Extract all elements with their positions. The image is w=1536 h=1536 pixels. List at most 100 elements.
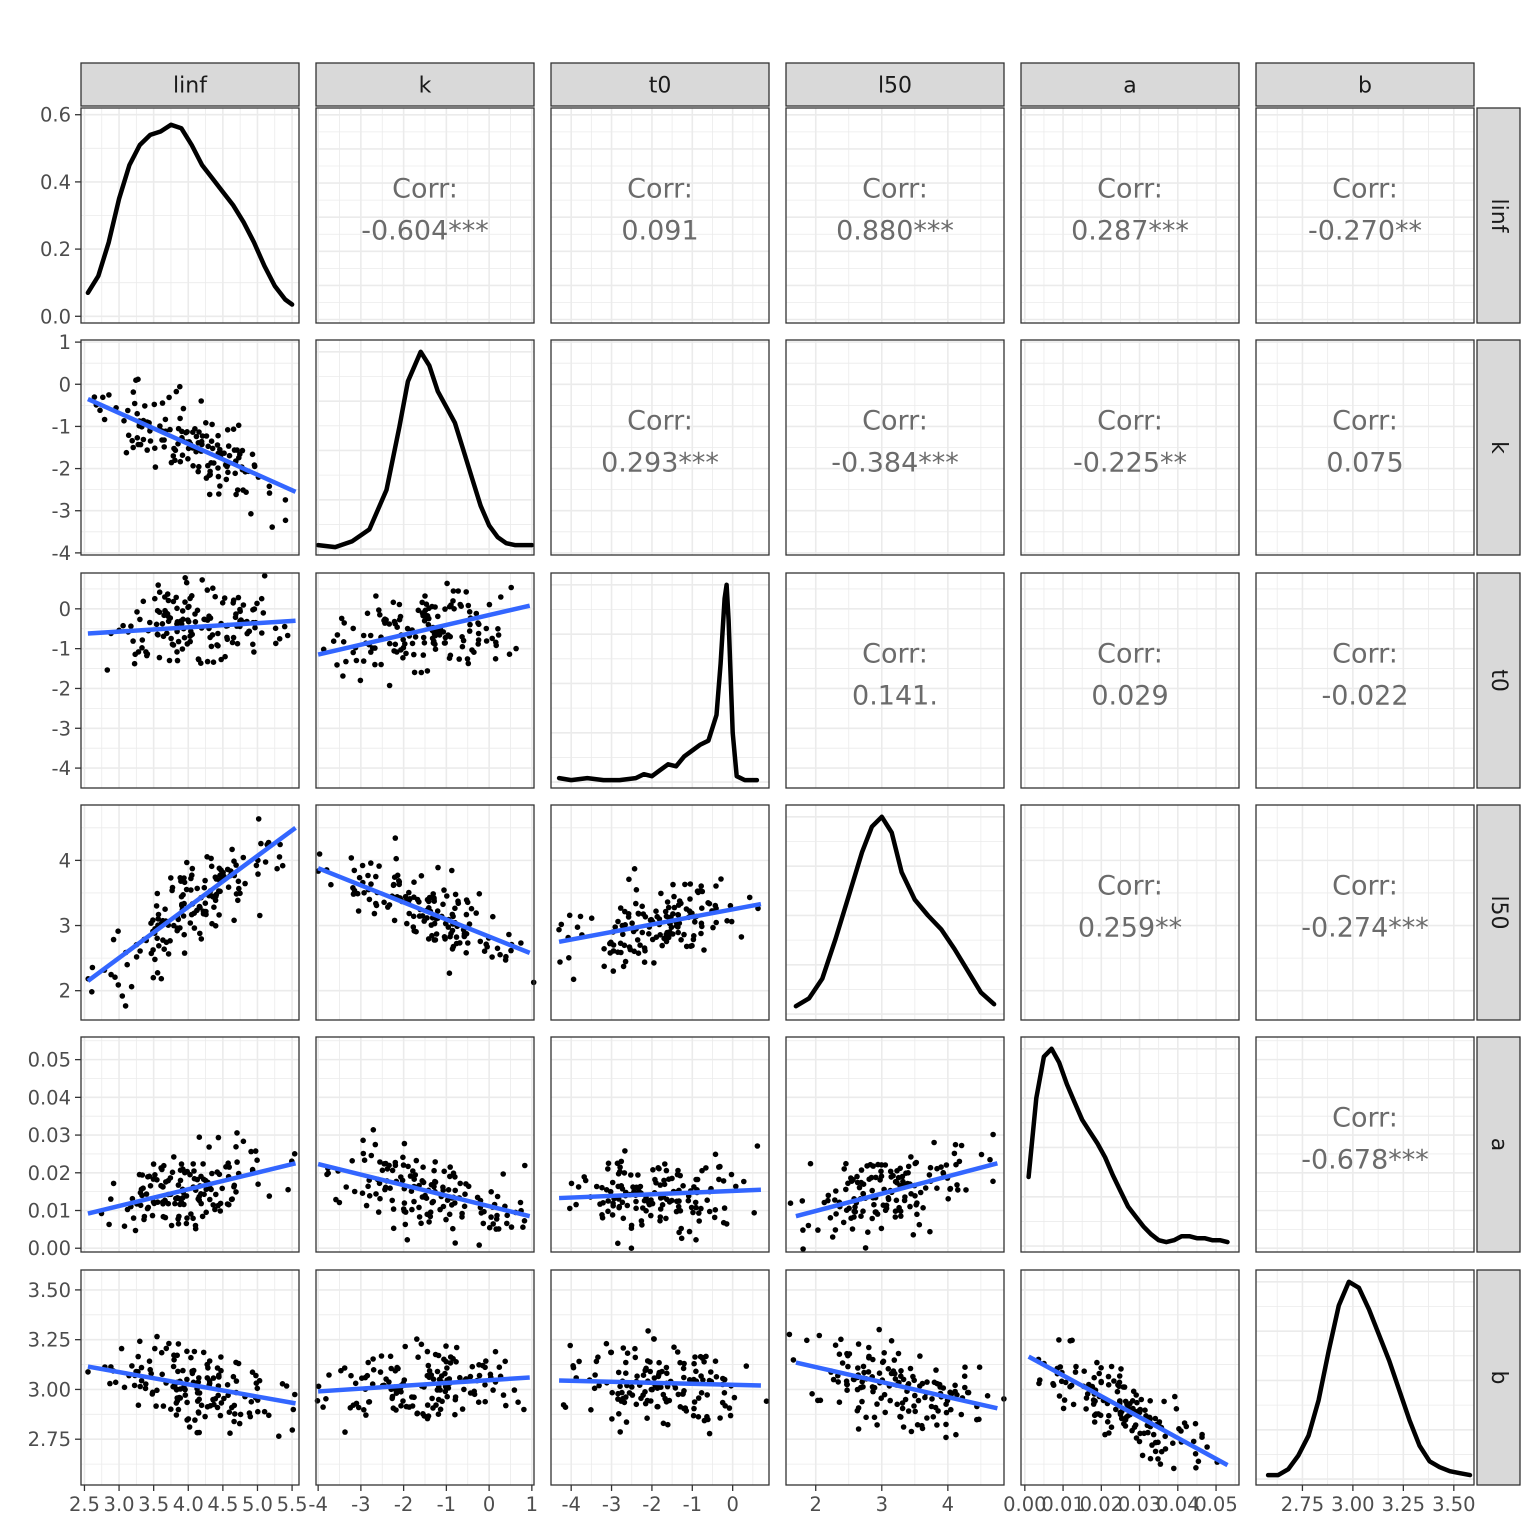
data-point	[595, 1354, 601, 1360]
data-point	[147, 1183, 154, 1189]
data-point	[449, 867, 455, 874]
data-point	[716, 1176, 722, 1183]
data-point	[175, 1368, 181, 1375]
data-point	[236, 885, 242, 892]
data-point	[233, 1378, 240, 1384]
data-point	[1057, 1364, 1064, 1370]
data-point	[203, 908, 209, 915]
data-point	[894, 1401, 900, 1408]
data-point	[476, 1362, 482, 1368]
data-point	[687, 943, 694, 949]
data-point	[135, 441, 141, 448]
data-point	[917, 1353, 923, 1359]
data-point	[898, 1213, 904, 1219]
data-point	[194, 1176, 201, 1183]
data-point	[411, 928, 418, 934]
panel-border	[1255, 339, 1475, 556]
data-point	[670, 881, 676, 888]
y-tick-label-k: -1	[52, 415, 71, 438]
data-point	[855, 1365, 861, 1371]
data-point	[184, 1417, 190, 1423]
strip-label-right: b	[1486, 1371, 1511, 1385]
data-point	[411, 1198, 417, 1205]
data-point	[863, 1414, 869, 1421]
data-point	[190, 1161, 196, 1167]
data-point	[605, 1208, 611, 1215]
data-point	[481, 1208, 487, 1215]
data-point	[440, 901, 446, 908]
data-point	[254, 1408, 261, 1415]
data-point	[934, 1185, 940, 1191]
data-point	[494, 1193, 501, 1200]
data-point	[625, 911, 632, 917]
data-point	[343, 658, 349, 665]
data-point	[183, 1193, 190, 1199]
data-point	[431, 898, 438, 904]
data-point	[115, 982, 122, 988]
data-point	[373, 900, 379, 907]
data-point	[406, 910, 413, 917]
data-point	[204, 1375, 211, 1381]
data-point	[432, 1159, 439, 1165]
data-point	[856, 1184, 863, 1191]
strip-top-t0	[550, 62, 770, 107]
data-point	[680, 1183, 686, 1189]
data-point	[892, 1178, 899, 1185]
data-point	[1142, 1407, 1148, 1413]
data-point	[443, 1216, 449, 1223]
data-point	[475, 641, 482, 647]
data-point	[610, 968, 617, 974]
data-point	[844, 1350, 850, 1357]
data-point	[449, 927, 456, 934]
data-point	[276, 636, 283, 642]
data-point	[226, 1409, 233, 1415]
data-point	[895, 1350, 902, 1357]
y-tick-label-a: 0.05	[28, 1049, 71, 1072]
data-point	[721, 1205, 728, 1211]
data-point	[168, 1406, 174, 1412]
panel-border	[80, 1269, 300, 1486]
data-point	[423, 601, 430, 607]
data-point	[258, 595, 265, 602]
data-point	[185, 617, 191, 623]
strip-label-top: linf	[173, 74, 208, 99]
data-point	[351, 1188, 358, 1195]
data-point	[1114, 1388, 1121, 1395]
panel-border	[315, 1269, 535, 1486]
regression-line-b-a	[1027, 1354, 1229, 1468]
panel-border	[1255, 1269, 1475, 1486]
x-tick-label-a: 0.03	[1118, 1493, 1161, 1516]
data-point	[483, 1358, 489, 1364]
data-point	[976, 1364, 983, 1370]
data-point	[475, 1399, 482, 1405]
data-point	[964, 1389, 971, 1396]
data-point	[698, 930, 704, 937]
data-point	[651, 1336, 657, 1342]
data-point	[392, 621, 399, 627]
data-point	[821, 1199, 828, 1206]
data-point	[435, 1396, 442, 1403]
corr-label: Corr:	[862, 639, 928, 670]
panel-a-b	[1256, 1037, 1474, 1252]
data-point	[341, 620, 348, 626]
data-point	[435, 613, 441, 620]
data-point	[987, 1156, 993, 1163]
data-point	[215, 643, 221, 649]
data-point	[139, 645, 145, 651]
data-point	[409, 640, 416, 647]
data-point	[609, 1389, 615, 1396]
data-point	[421, 640, 428, 646]
x-tick-label-b: 3.00	[1331, 1493, 1374, 1516]
data-point	[179, 452, 186, 459]
data-point	[416, 899, 422, 905]
data-point	[187, 595, 193, 602]
data-point	[424, 1348, 431, 1355]
data-point	[154, 631, 161, 638]
data-point	[836, 1351, 843, 1357]
data-point	[442, 1370, 448, 1377]
data-point	[623, 1359, 629, 1366]
data-point	[914, 1211, 920, 1218]
data-point	[899, 1173, 906, 1180]
data-point	[476, 621, 482, 628]
data-point	[849, 1226, 856, 1232]
